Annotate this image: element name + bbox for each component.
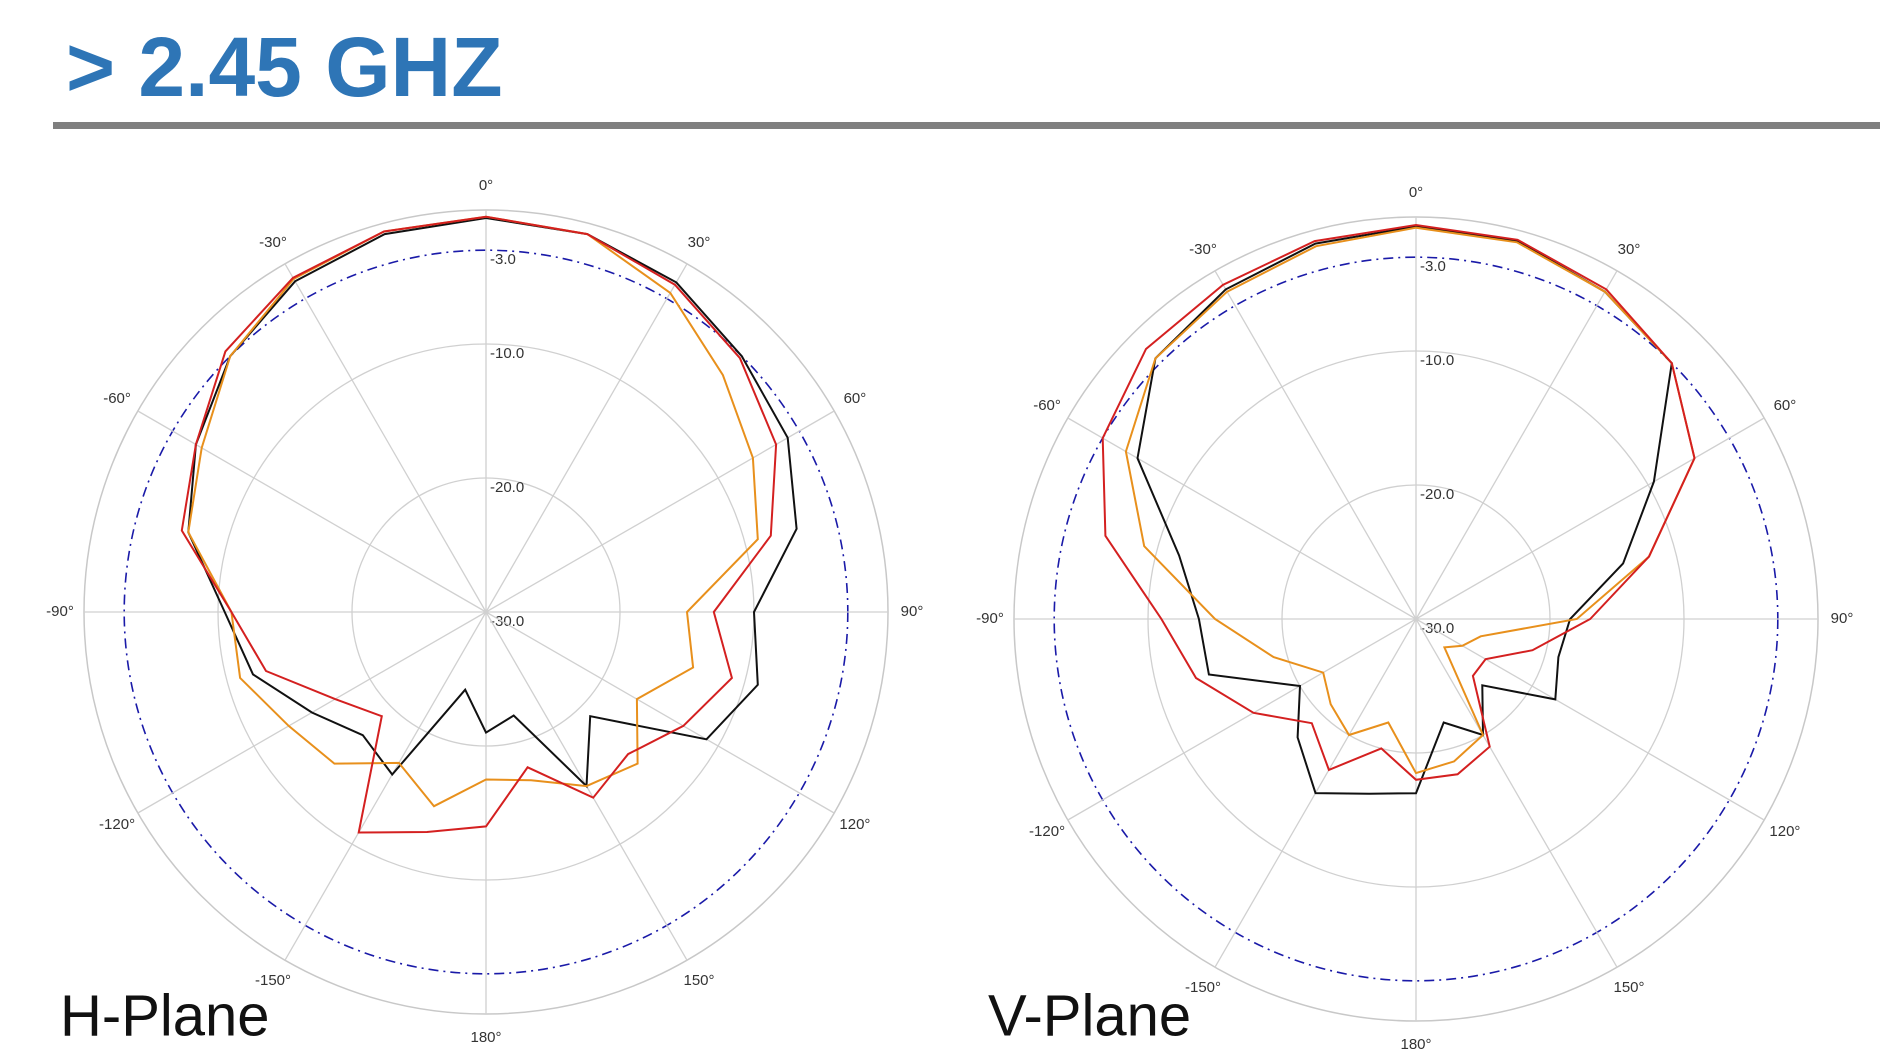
angle-tick-label: 120°	[1769, 823, 1800, 840]
title-rule	[53, 122, 1880, 129]
radial-tick-label: -30.0	[1420, 620, 1454, 637]
spoke	[1214, 270, 1417, 620]
spoke	[485, 263, 688, 613]
pattern-curve	[1136, 225, 1673, 795]
angle-tick-label: 150°	[1613, 979, 1644, 996]
chart-title: H-Plane	[60, 983, 270, 1048]
angle-tick-label: -60°	[1033, 397, 1061, 414]
angle-tick-label: 90°	[1831, 610, 1854, 627]
spoke	[1415, 417, 1765, 620]
angle-tick-label: -120°	[99, 816, 135, 833]
spoke	[284, 611, 487, 961]
angle-tick-label: 180°	[1400, 1036, 1431, 1053]
angle-tick-label: 30°	[688, 234, 711, 251]
angle-tick-label: 30°	[1618, 241, 1641, 258]
angle-tick-label: 150°	[683, 972, 714, 989]
angle-tick-label: -150°	[1185, 979, 1221, 996]
radial-tick-label: -10.0	[1420, 352, 1454, 369]
pattern-curve	[187, 216, 798, 789]
radial-tick-label: -10.0	[490, 345, 524, 362]
angle-tick-label: -30°	[1189, 241, 1217, 258]
angle-tick-label: -60°	[103, 390, 131, 407]
spoke	[1067, 417, 1417, 620]
pattern-curve	[180, 215, 778, 834]
spoke	[1067, 618, 1417, 821]
spoke	[1415, 618, 1765, 821]
radial-tick-label: -3.0	[1420, 258, 1446, 275]
angle-tick-label: -90°	[976, 610, 1004, 627]
angle-tick-label: 60°	[844, 390, 867, 407]
angle-tick-label: -90°	[46, 603, 74, 620]
angle-tick-label: 120°	[839, 816, 870, 833]
angle-tick-label: 60°	[1774, 397, 1797, 414]
angle-tick-label: 0°	[1409, 184, 1423, 201]
chart-title: V-Plane	[988, 983, 1191, 1048]
angle-tick-label: -150°	[255, 972, 291, 989]
radial-tick-label: -30.0	[490, 613, 524, 630]
slide-title: > 2.45 GHZ	[66, 20, 503, 114]
spoke	[1415, 618, 1618, 968]
spoke	[485, 611, 835, 814]
pattern-curve	[1124, 226, 1696, 775]
angle-tick-label: 90°	[901, 603, 924, 620]
spoke	[485, 410, 835, 613]
radial-tick-label: -20.0	[1420, 486, 1454, 503]
angle-tick-label: -30°	[259, 234, 287, 251]
radial-tick-label: -3.0	[490, 251, 516, 268]
spoke	[1415, 270, 1618, 620]
angle-tick-label: 180°	[470, 1029, 501, 1046]
radial-tick-label: -20.0	[490, 479, 524, 496]
angle-tick-label: 0°	[479, 177, 493, 194]
angle-tick-label: -120°	[1029, 823, 1065, 840]
spoke	[284, 263, 487, 613]
pattern-curve	[1101, 223, 1696, 781]
